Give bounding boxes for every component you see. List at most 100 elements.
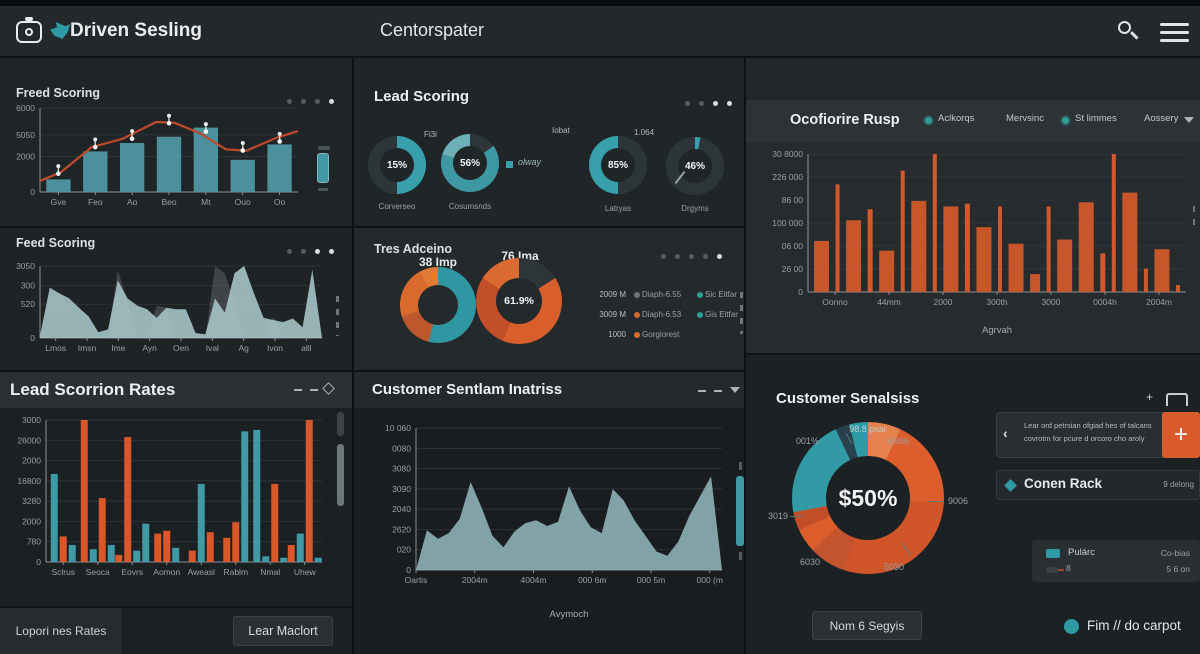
svg-text:26 00: 26 00 [782, 264, 804, 274]
svg-text:Ime: Ime [111, 343, 125, 353]
ocofi-legend-dot-1 [925, 117, 932, 124]
carousel-dots-freed[interactable] [278, 91, 334, 109]
donut-corverseo[interactable]: 15% [368, 136, 426, 194]
svg-text:0: 0 [36, 557, 41, 567]
sentlam-scroll-tick-bottom [739, 552, 742, 560]
ocofi-filter-icon[interactable] [1184, 117, 1194, 123]
senalsiss-donut[interactable]: $50% [792, 422, 944, 574]
svg-text:2004m: 2004m [462, 575, 488, 585]
teal-dot-icon [1064, 619, 1079, 634]
donut-drgyms[interactable]: 46% [666, 137, 724, 195]
svg-text:Oo: Oo [274, 197, 286, 207]
panel-right-top [746, 58, 1200, 100]
donut-cosumsnds[interactable]: 56% [441, 134, 499, 192]
stats-card[interactable] [1032, 540, 1200, 582]
svg-text:Aomon: Aomon [153, 567, 180, 577]
top-strip [0, 0, 1200, 6]
svg-text:520: 520 [21, 299, 35, 309]
page-title: Centorspater [380, 20, 485, 40]
carousel-dots-feed[interactable] [278, 241, 334, 259]
donut-latryas-sub: Iobat [552, 126, 570, 135]
svg-text:Oartis: Oartis [405, 575, 428, 585]
svg-text:2040: 2040 [392, 504, 411, 514]
carousel-dots-tres[interactable] [652, 246, 722, 264]
camera-logo-icon[interactable] [16, 17, 42, 43]
svg-text:2000: 2000 [22, 456, 41, 466]
ocofi-legend-mervsinc[interactable]: Mervsinc [1006, 113, 1045, 124]
svg-text:06 00: 06 00 [782, 241, 804, 251]
freed-mini-slider[interactable] [317, 153, 329, 183]
svg-text:2000: 2000 [22, 516, 41, 526]
collapse-icon[interactable] [310, 389, 318, 391]
ocofi-legend-aclkorqs[interactable]: Aclkorqs [938, 113, 975, 124]
callout-leader-left [790, 516, 803, 517]
fim-footer-label: Fim // do carpot [1087, 618, 1181, 633]
leadsc-scrollbar[interactable] [337, 444, 344, 506]
tres-legend-r1-c: Gis Eitfar [705, 310, 738, 319]
donut-latryas-label: Latryas [604, 204, 632, 213]
donut-latryas[interactable]: 85% [589, 136, 647, 194]
svg-text:300: 300 [21, 280, 35, 290]
callout-left: 3019 [768, 511, 789, 521]
olway-legend-swatch [506, 161, 513, 168]
donut-cosumsnds-sub: Fi3i [424, 130, 437, 139]
note-line2: covrotm for pcure d orcoro cho aroly [1024, 434, 1145, 443]
svg-text:Oonno: Oonno [822, 297, 848, 307]
carousel-dots-lead-scoring[interactable] [676, 93, 732, 111]
tres-legend-r2-a: 1000 [608, 330, 626, 339]
tres-donut2[interactable]: 61.9% [476, 258, 562, 344]
svg-text:Lmos: Lmos [45, 343, 66, 353]
nom-segyis-button[interactable]: Nom 6 Segyis [812, 611, 922, 640]
svg-text:16800: 16800 [17, 476, 41, 486]
svg-text:5050: 5050 [16, 130, 35, 140]
panel-feed [0, 228, 352, 372]
sentlam-collapse-icon[interactable] [714, 390, 722, 392]
senalsiss-plus-icon[interactable]: + [1146, 390, 1154, 404]
senalsiss-title: Customer Senalsiss [776, 390, 920, 407]
svg-text:Aweasl: Aweasl [188, 567, 215, 577]
svg-text:Gve: Gve [51, 197, 67, 207]
tres-legend-r0-b-dot [634, 292, 640, 298]
add-button[interactable]: + [1162, 412, 1200, 458]
feed-scoring-chart: 3050 300 520 0 Lmos Imsn Ime Ayn Oen Ival Ag Ivon al… [16, 261, 322, 353]
sentlam-scrollbar[interactable] [736, 476, 744, 546]
senalsiss-frame-icon[interactable] [1166, 393, 1188, 406]
stats-row2-label: 8 [1066, 563, 1071, 573]
sentlam-minimize-icon[interactable] [698, 390, 706, 392]
ocofi-legend-st-limmes[interactable]: St limmes [1075, 113, 1117, 124]
svg-text:0: 0 [30, 333, 35, 343]
svg-text:3090: 3090 [392, 484, 411, 494]
tres-scrollbar[interactable] [740, 292, 743, 334]
left-footer-label[interactable]: Lopori nes Rates [15, 624, 107, 638]
feed-scrollbar[interactable] [336, 296, 339, 336]
callout-top-right: E696 [888, 436, 910, 446]
note-line1: Lear ord petrsian ofgiad hes of talcans [1024, 421, 1152, 430]
svg-text:2000: 2000 [934, 297, 953, 307]
leadsc-scroll-track[interactable] [337, 412, 344, 436]
panel-leadsc-body [0, 408, 352, 608]
svg-text:Ival: Ival [206, 343, 219, 353]
minimize-icon[interactable] [294, 389, 302, 391]
tres-donut1[interactable] [400, 267, 476, 343]
donut-latryas-value: 85% [607, 159, 628, 171]
ocofi-legend-dot-2 [1062, 117, 1069, 124]
svg-text:Ag: Ag [238, 343, 249, 353]
chevron-left-icon[interactable]: ‹ [1003, 425, 1008, 441]
menu-icon[interactable] [1160, 18, 1189, 47]
svg-text:000 (m: 000 (m [697, 575, 723, 585]
svg-text:3280: 3280 [22, 496, 41, 506]
sentlam-filter-icon[interactable] [730, 387, 740, 393]
freed-mini-tick-top [318, 146, 330, 150]
ocofi-legend-aossery[interactable]: Aossery [1144, 113, 1179, 124]
ocofi-scrollbar[interactable] [1193, 206, 1195, 226]
search-icon[interactable] [1118, 21, 1142, 45]
lear-maclort-button[interactable]: Lear Maclort [233, 616, 333, 646]
conen-rack-card[interactable] [996, 470, 1200, 500]
tres-legend-r1-c-dot [697, 312, 703, 318]
svg-text:3050: 3050 [16, 261, 35, 271]
stats-row1-label: Pulárc [1068, 547, 1095, 558]
svg-text:Sclrus: Sclrus [51, 567, 75, 577]
svg-text:0080: 0080 [392, 443, 411, 453]
callout-bottom-right: 5030 [884, 562, 905, 572]
